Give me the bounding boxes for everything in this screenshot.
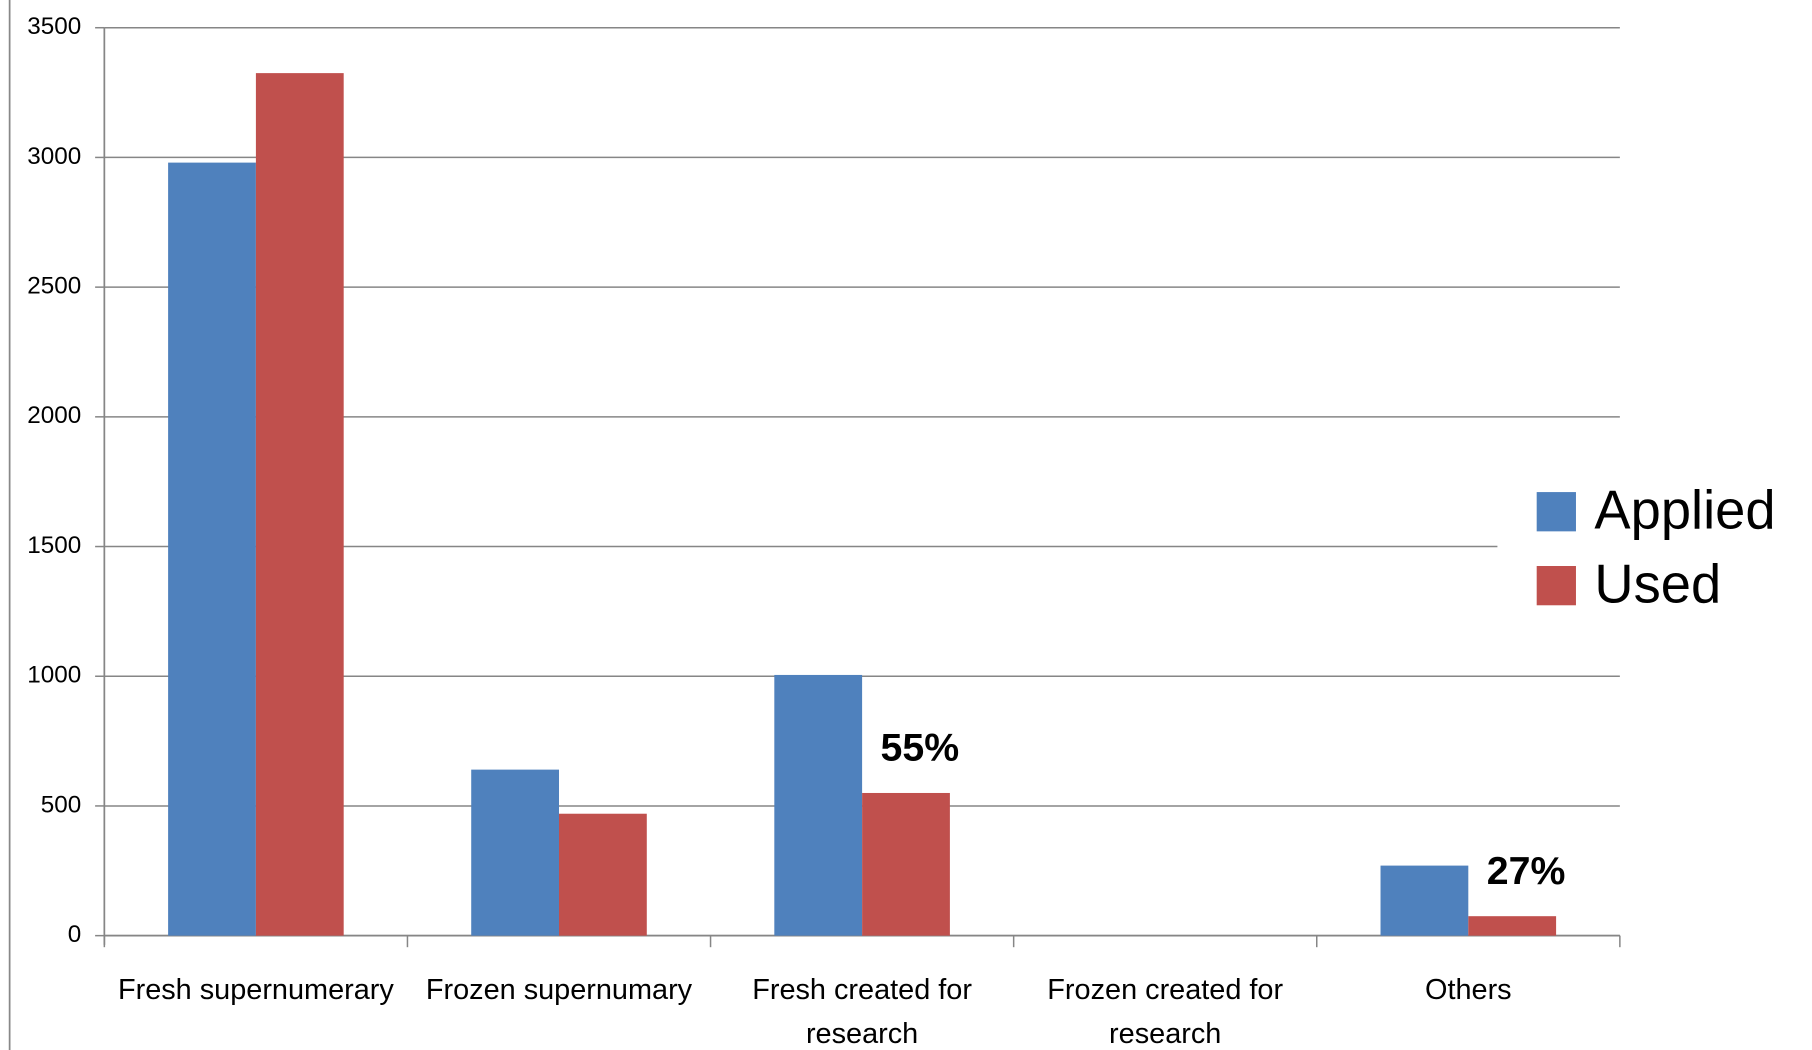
bar <box>255 73 344 936</box>
x-tick-label: Fresh created for research <box>752 974 972 1050</box>
legend-label: Applied <box>1594 479 1775 540</box>
x-tick-label: Frozen created for research <box>1047 974 1283 1050</box>
bar <box>471 769 560 936</box>
y-tick-label: 1500 <box>27 532 81 559</box>
y-tick-label: 500 <box>41 791 81 818</box>
x-tick-label: Frozen supernumary <box>426 974 693 1006</box>
data-annotation: 27% <box>1487 849 1566 893</box>
bar <box>168 162 256 936</box>
bar <box>774 674 863 936</box>
legend-label: Used <box>1594 553 1721 614</box>
bar <box>559 813 647 936</box>
data-annotation: 55% <box>881 726 960 770</box>
x-tick-label: Others <box>1425 974 1512 1006</box>
legend-swatch <box>1536 492 1576 532</box>
x-tick-label: Fresh supernumerary <box>118 974 394 1006</box>
y-tick-label: 3000 <box>27 143 81 170</box>
y-tick-label: 0 <box>68 921 82 948</box>
y-tick-label: 2000 <box>27 402 81 429</box>
y-tick-label: 2500 <box>27 273 81 300</box>
legend-swatch <box>1536 566 1576 606</box>
bar <box>1380 865 1469 936</box>
y-tick-label: 1000 <box>27 662 81 689</box>
bar <box>862 792 950 936</box>
y-tick-label: 3500 <box>27 13 81 40</box>
bar <box>1468 916 1557 936</box>
